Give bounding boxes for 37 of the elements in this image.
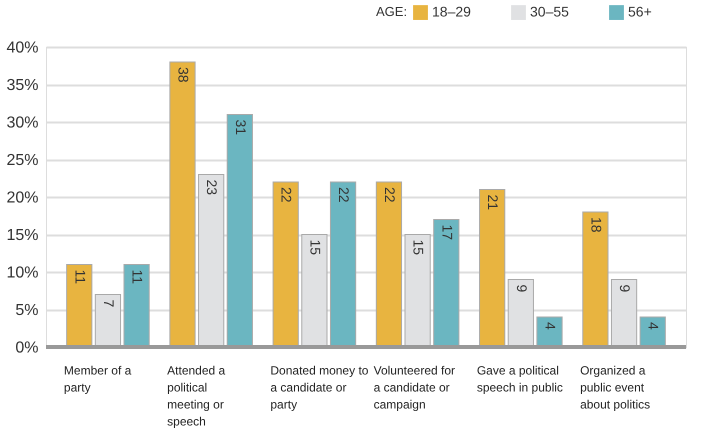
legend-title: AGE: bbox=[376, 4, 408, 19]
y-tick-label: 30% bbox=[6, 114, 38, 132]
data-label: 15 bbox=[307, 240, 324, 256]
y-tick-label: 40% bbox=[6, 40, 38, 56]
y-tick-label: 0% bbox=[15, 340, 38, 356]
data-label: 31 bbox=[232, 120, 249, 136]
x-tick-label: Donated money to a candidate or party bbox=[270, 364, 369, 412]
data-label: 22 bbox=[382, 187, 398, 203]
data-label: 4 bbox=[646, 322, 662, 330]
data-label: 22 bbox=[278, 187, 295, 203]
data-label: 11 bbox=[72, 270, 88, 284]
y-tick-label: 35% bbox=[6, 77, 38, 94]
data-label: 18 bbox=[588, 217, 604, 233]
y-tick-label: 20% bbox=[6, 190, 38, 206]
data-label: 22 bbox=[336, 187, 352, 203]
x-tick-label: Member of a party bbox=[64, 364, 132, 394]
data-label: 23 bbox=[204, 180, 220, 196]
data-label: 9 bbox=[617, 284, 634, 292]
y-tick-label: 5% bbox=[15, 302, 38, 319]
data-label: 17 bbox=[439, 224, 456, 240]
legend-label: 18–29 bbox=[432, 4, 472, 20]
data-label: 7 bbox=[100, 300, 117, 308]
x-tick-label: Organized a public event about politics bbox=[580, 364, 650, 412]
x-tick-label: Volunteered for a candidate or campaign bbox=[374, 364, 456, 412]
data-label: 21 bbox=[485, 194, 502, 210]
x-tick-label: Gave a political speech in public bbox=[476, 364, 563, 394]
data-label: 15 bbox=[410, 240, 427, 256]
data-label: 9 bbox=[514, 284, 530, 292]
y-tick-label: 25% bbox=[6, 152, 38, 169]
legend-label: 30–55 bbox=[530, 4, 570, 20]
x-tick-label: Attended a political meeting or speech bbox=[167, 364, 226, 428]
data-label: 11 bbox=[130, 270, 146, 284]
legend-label: 56+ bbox=[628, 4, 652, 20]
data-label: 38 bbox=[175, 67, 192, 83]
data-label: 4 bbox=[542, 322, 559, 330]
y-tick-label: 15% bbox=[6, 227, 38, 244]
y-tick-label: 10% bbox=[6, 264, 38, 282]
